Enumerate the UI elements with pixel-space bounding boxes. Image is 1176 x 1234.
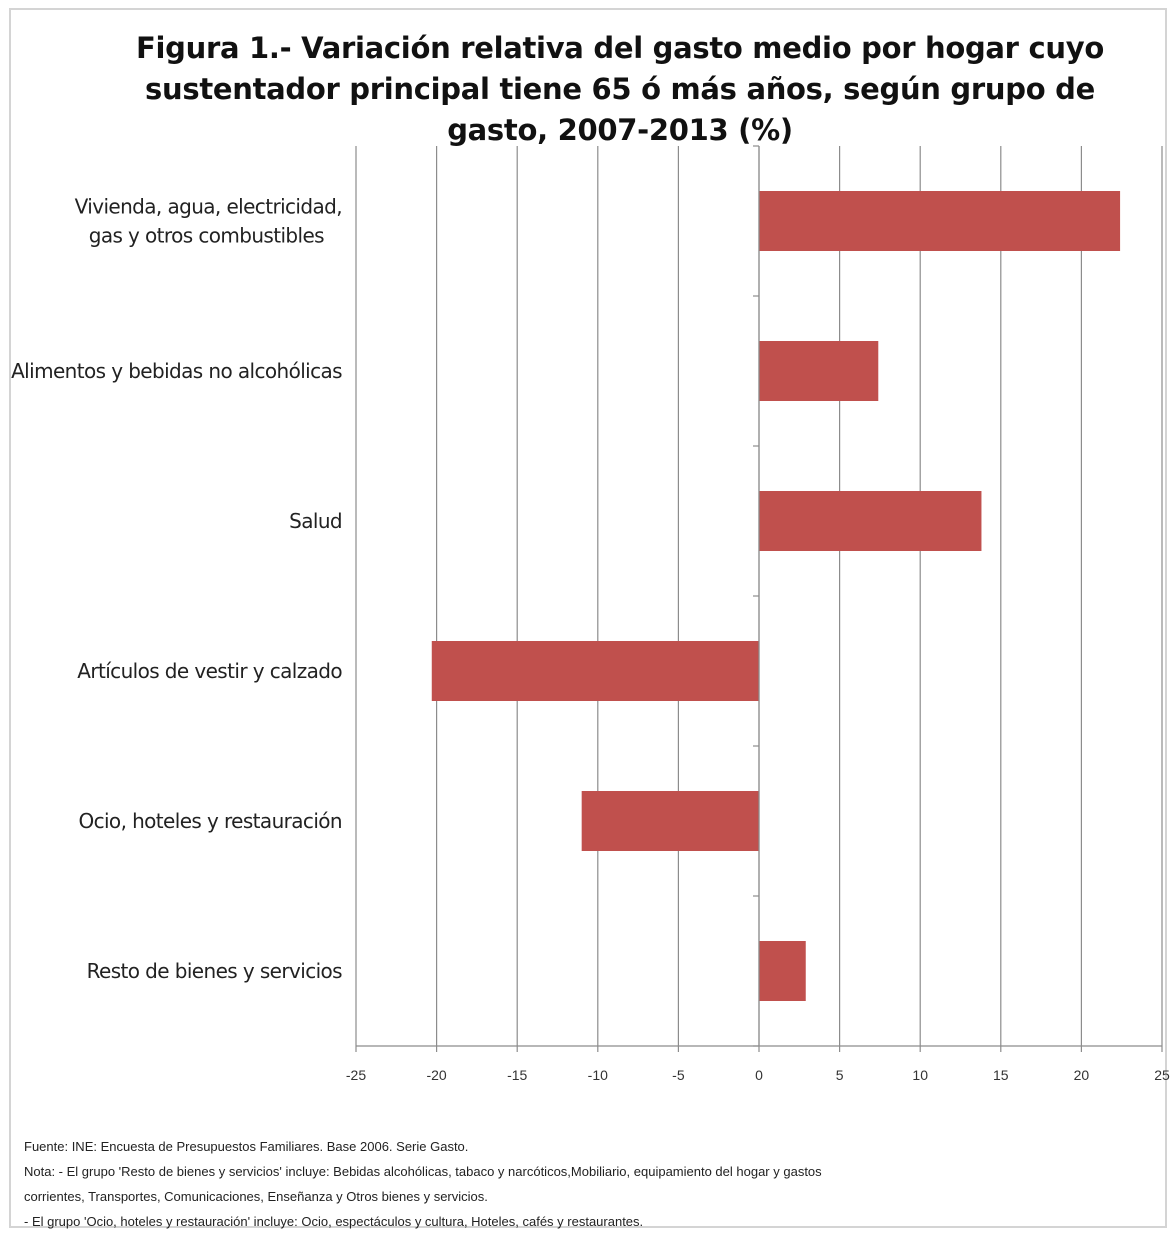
note-resto: Nota: - El grupo 'Resto de bienes y serv… bbox=[24, 1164, 822, 1179]
category-label-5: Resto de bienes y servicios bbox=[87, 959, 343, 983]
note-ocio: - El grupo 'Ocio, hoteles y restauración… bbox=[24, 1214, 644, 1229]
tick-label-7: 10 bbox=[912, 1067, 928, 1083]
bar-4 bbox=[581, 791, 759, 851]
bar-chart: Vivienda, agua, electricidad, gas y otros… bbox=[11, 145, 1170, 1083]
tick-labels: -25 -20 -15 -10 -5 0 5 10 15 20 25 bbox=[346, 1067, 1170, 1083]
note-resto-cont: corrientes, Transportes, Comunicaciones,… bbox=[24, 1189, 488, 1204]
tick-label-0: -25 bbox=[346, 1067, 366, 1083]
bar-5 bbox=[759, 941, 806, 1001]
category-label-1: Alimentos y bebidas no alcohólicas bbox=[11, 359, 342, 383]
bars bbox=[431, 191, 1121, 1001]
footnotes: Fuente: INE: Encuesta de Presupuestos Fa… bbox=[24, 1134, 1154, 1234]
axes bbox=[355, 145, 1163, 1052]
tick-label-5: 0 bbox=[755, 1067, 763, 1083]
category-label-3: Artículos de vestir y calzado bbox=[77, 659, 342, 683]
tick-label-1: -20 bbox=[426, 1067, 446, 1083]
category-labels: Vivienda, agua, electricidad, gas y otros… bbox=[11, 195, 343, 984]
category-label-2: Salud bbox=[289, 509, 342, 533]
category-label-0-line-0: Vivienda, agua, electricidad, bbox=[75, 195, 342, 219]
tick-label-10: 25 bbox=[1154, 1067, 1170, 1083]
tick-label-6: 5 bbox=[836, 1067, 844, 1083]
category-label-4: Ocio, hoteles y restauración bbox=[78, 809, 342, 833]
tick-label-2: -15 bbox=[507, 1067, 527, 1083]
bar-1 bbox=[759, 341, 879, 401]
chart-title: Figura 1.- Variación relativa del gasto … bbox=[136, 31, 1104, 147]
tick-label-3: -10 bbox=[588, 1067, 608, 1083]
bar-3 bbox=[431, 641, 759, 701]
bar-2 bbox=[759, 491, 982, 551]
grid-lines bbox=[355, 146, 1163, 1046]
bar-0 bbox=[759, 191, 1121, 251]
category-label-0-line-1: gas y otros combustibles bbox=[89, 224, 324, 248]
source-note: Fuente: INE: Encuesta de Presupuestos Fa… bbox=[24, 1139, 469, 1154]
tick-label-8: 15 bbox=[993, 1067, 1009, 1083]
tick-label-9: 20 bbox=[1074, 1067, 1090, 1083]
tick-label-4: -5 bbox=[672, 1067, 685, 1083]
